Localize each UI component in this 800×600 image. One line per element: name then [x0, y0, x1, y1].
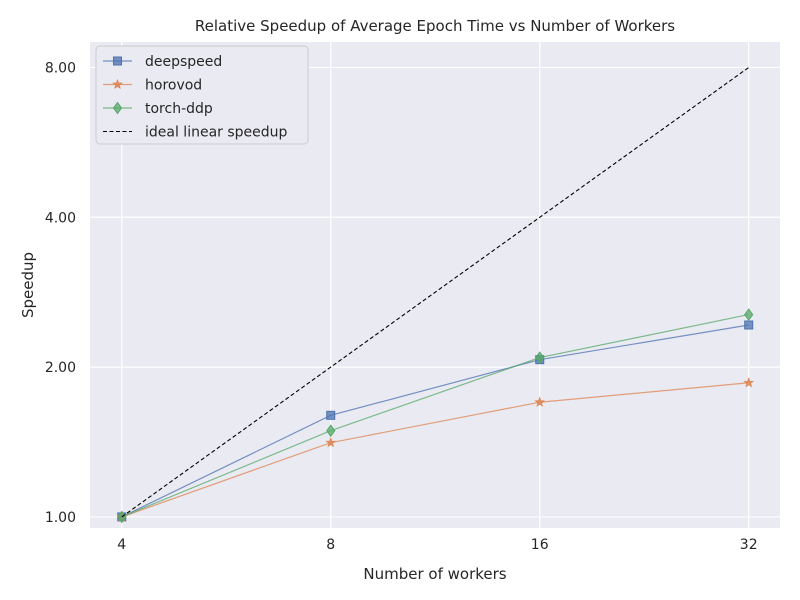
- legend-label: horovod: [145, 78, 202, 94]
- x-tick-label: 16: [531, 537, 549, 553]
- legend-label: ideal linear speedup: [145, 125, 288, 141]
- y-tick-label: 8.00: [45, 60, 76, 76]
- legend: deepspeed horovod torch-ddp ideal linear sp…: [96, 46, 308, 144]
- y-tick-label: 1.00: [45, 510, 76, 526]
- x-tick-label: 4: [117, 537, 126, 553]
- data-point-deepspeed: [745, 321, 753, 329]
- chart-title: Relative Speedup of Average Epoch Time v…: [195, 17, 675, 35]
- legend-marker: [114, 57, 122, 65]
- x-axis-label: Number of workers: [363, 565, 506, 583]
- data-point-deepspeed: [327, 411, 335, 419]
- legend-label: torch-ddp: [145, 101, 213, 117]
- y-tick-label: 4.00: [45, 210, 76, 226]
- y-tick-label: 2.00: [45, 360, 76, 376]
- x-tick-label: 32: [740, 537, 758, 553]
- y-axis-label: Speedup: [19, 252, 37, 318]
- legend-label: deepspeed: [145, 54, 222, 70]
- x-tick-label: 8: [326, 537, 335, 553]
